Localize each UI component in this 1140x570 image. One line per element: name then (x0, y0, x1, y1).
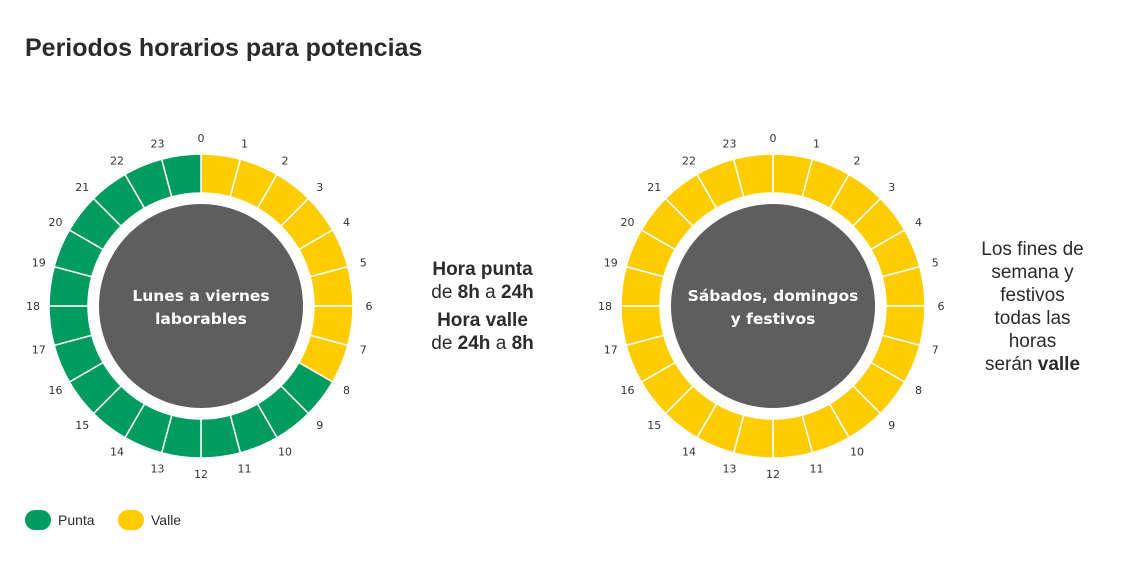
note-line: festivos (1000, 285, 1065, 306)
hour-label: 19 (604, 257, 618, 270)
hour-label: 3 (888, 181, 895, 194)
hour-label: 10 (850, 445, 864, 458)
page-title: Periodos horarios para potencias (25, 34, 423, 62)
center-disc (671, 204, 875, 408)
hour-label: 7 (932, 343, 939, 356)
hour-label: 12 (194, 468, 208, 481)
hour-label: 15 (75, 419, 89, 432)
hour-label: 18 (598, 300, 612, 313)
hour-label: 14 (682, 445, 696, 458)
center-label: Sábados, domingos (688, 287, 859, 305)
hour-label: 18 (26, 300, 40, 313)
hour-label: 7 (360, 343, 367, 356)
hour-label: 9 (316, 419, 323, 432)
punta-range: Hora punta de 8h a 24h (400, 258, 565, 304)
hour-label: 11 (237, 462, 251, 475)
note-line: serán valle (984, 354, 1081, 375)
hour-label: 16 (49, 384, 63, 397)
hour-label: 23 (723, 138, 737, 151)
weekend-hour-clock: 0 1234567891011121314151617181920212223Sá… (598, 132, 945, 481)
legend-item-punta: Punta (25, 510, 95, 530)
note-line: Los fines de (981, 239, 1084, 260)
legend-label: Valle (151, 512, 182, 528)
hour-label: 22 (682, 155, 696, 168)
hour-label: 15 (647, 419, 661, 432)
valle-range-text: de 24h a 8h (431, 333, 534, 354)
hour-label: 5 (360, 257, 367, 270)
valle-swatch (118, 510, 144, 530)
legend-label: Punta (58, 512, 95, 528)
weekday-hour-clock: 0 1234567891011121314151617181920212223Lu… (26, 132, 373, 481)
hour-label: 16 (621, 384, 635, 397)
punta-title: Hora punta (432, 259, 533, 280)
weekday-periods-note: Hora punta de 8h a 24h Hora valle de 24h… (400, 258, 565, 360)
hour-label: 2 (282, 155, 289, 168)
hour-label: 20 (621, 216, 635, 229)
hour-label: 4 (343, 216, 350, 229)
hour-label: 23 (151, 138, 165, 151)
hour-label: 19 (32, 257, 46, 270)
hour-label: 4 (915, 216, 922, 229)
hour-label: 0 (198, 132, 205, 145)
hour-label: 8 (343, 384, 350, 397)
punta-swatch (25, 510, 51, 530)
hour-label: 21 (647, 181, 661, 194)
hour-label: 6 (366, 300, 373, 313)
hour-label: 12 (766, 468, 780, 481)
hour-label: 17 (604, 343, 618, 356)
hour-label: 20 (49, 216, 63, 229)
center-label: Lunes a viernes (132, 287, 269, 305)
hour-label: 3 (316, 181, 323, 194)
note-line: todas las (994, 308, 1071, 329)
hour-label: 21 (75, 181, 89, 194)
hour-label: 13 (723, 462, 737, 475)
center-label: y festivos (731, 310, 816, 328)
hour-label: 1 (241, 138, 248, 151)
note-line: semana y (991, 262, 1074, 283)
hour-label: 10 (278, 445, 292, 458)
center-disc (99, 204, 303, 408)
center-label: laborables (155, 310, 247, 328)
note-line: horas (1008, 331, 1057, 352)
hour-label: 6 (938, 300, 945, 313)
hour-label: 9 (888, 419, 895, 432)
hour-label: 11 (809, 462, 823, 475)
hour-label: 2 (854, 155, 861, 168)
hour-label: 13 (151, 462, 165, 475)
weekend-note: Los fines de semana y festivos todas las… (960, 238, 1105, 376)
punta-range-text: de 8h a 24h (431, 282, 534, 303)
hour-label: 0 (770, 132, 777, 145)
hour-label: 17 (32, 343, 46, 356)
hour-segment-23 (160, 153, 202, 198)
hour-segment-23 (732, 153, 774, 198)
hour-label: 22 (110, 155, 124, 168)
valle-range: Hora valle de 24h a 8h (400, 309, 565, 355)
valle-title: Hora valle (437, 310, 528, 331)
hour-label: 1 (813, 138, 820, 151)
hour-label: 5 (932, 257, 939, 270)
hour-label: 8 (915, 384, 922, 397)
legend-item-valle: Valle (118, 510, 181, 530)
hour-label: 14 (110, 445, 124, 458)
